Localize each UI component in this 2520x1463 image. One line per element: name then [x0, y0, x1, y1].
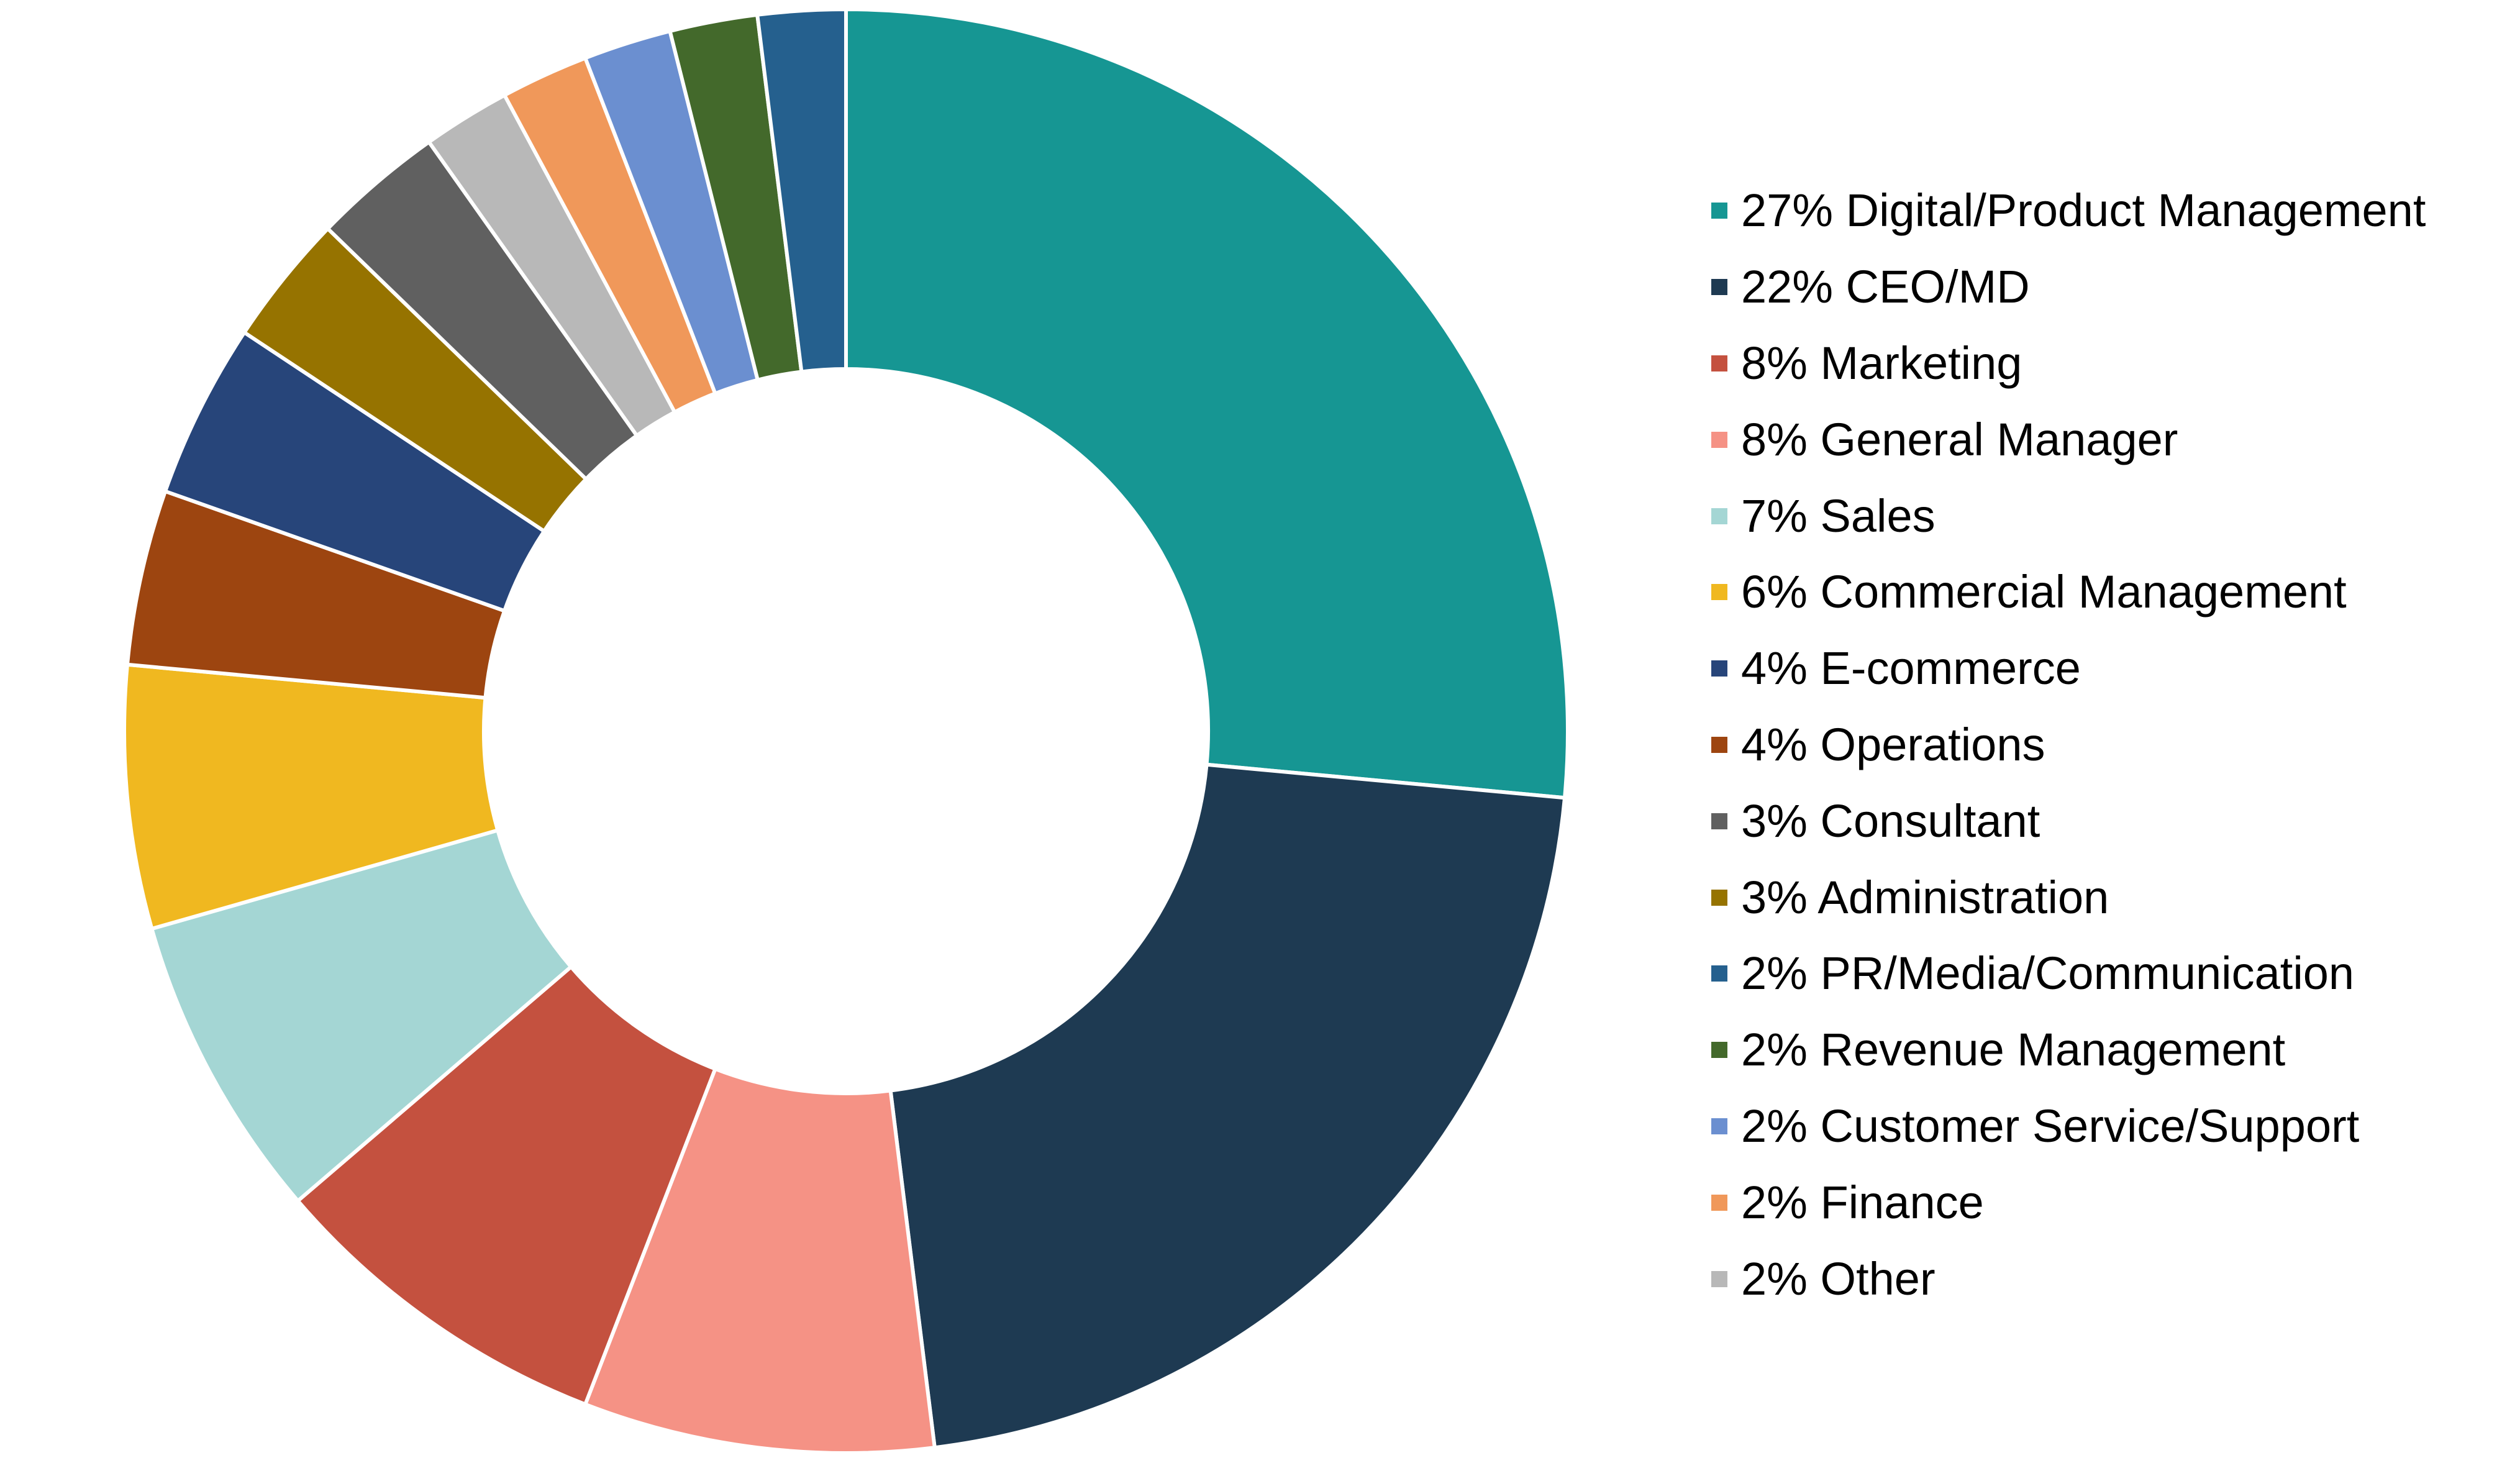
legend-swatch [1711, 584, 1727, 601]
legend-item-revenue-management: 2% Revenue Management [1711, 1012, 2426, 1088]
legend-label: 4% E-commerce [1741, 642, 2081, 695]
legend-label: 27% Digital/Product Management [1741, 185, 2426, 237]
slice-pr-media-communication [755, 7, 848, 374]
slice-commercial-management [122, 662, 500, 931]
legend-item-commercial-management: 6% Commercial Management [1711, 554, 2426, 631]
legend-item-digital-product-management: 27% Digital/Product Management [1711, 173, 2426, 249]
legend-swatch [1711, 889, 1727, 906]
legend-swatch [1711, 1118, 1727, 1134]
legend-label: 8% Marketing [1741, 337, 2022, 389]
legend-label: 4% Operations [1741, 718, 2045, 770]
legend-item-consultant: 3% Consultant [1711, 783, 2426, 859]
legend-item-other: 2% Other [1711, 1241, 2426, 1317]
legend-item-marketing: 8% Marketing [1711, 326, 2426, 402]
legend-swatch [1711, 1042, 1727, 1059]
slice-digital-product-management [844, 7, 1570, 800]
legend-label: 2% PR/Media/Communication [1741, 947, 2355, 1000]
legend-item-operations: 4% Operations [1711, 707, 2426, 783]
legend-swatch [1711, 355, 1727, 371]
legend-item-pr-media-communication: 2% PR/Media/Communication [1711, 936, 2426, 1012]
chart-legend: 27% Digital/Product Management 22% CEO/MD… [1711, 173, 2426, 1317]
slice-marketing [296, 965, 717, 1406]
slice-ceo-md [888, 762, 1567, 1450]
legend-swatch [1711, 279, 1727, 296]
legend-swatch [1711, 431, 1727, 448]
legend-label: 2% Revenue Management [1741, 1024, 2286, 1076]
legend-label: 2% Customer Service/Support [1741, 1100, 2360, 1152]
legend-swatch [1711, 203, 1727, 219]
legend-label: 6% Commercial Management [1741, 566, 2347, 618]
legend-item-sales: 7% Sales [1711, 478, 2426, 554]
legend-swatch [1711, 508, 1727, 524]
legend-label: 3% Consultant [1741, 795, 2040, 847]
slice-general-manager [583, 1067, 937, 1455]
legend-swatch [1711, 736, 1727, 753]
legend-item-finance: 2% Finance [1711, 1164, 2426, 1241]
slice-sales [150, 828, 573, 1203]
legend-item-ceo-md: 22% CEO/MD [1711, 249, 2426, 326]
legend-swatch [1711, 965, 1727, 982]
legend-swatch [1711, 1270, 1727, 1287]
legend-item-administration: 3% Administration [1711, 859, 2426, 936]
legend-label: 3% Administration [1741, 871, 2109, 923]
legend-swatch [1711, 660, 1727, 677]
legend-item-customer-service-support: 2% Customer Service/Support [1711, 1088, 2426, 1165]
legend-swatch [1711, 1194, 1727, 1211]
legend-label: 7% Sales [1741, 490, 1935, 542]
legend-label: 2% Other [1741, 1252, 1935, 1305]
legend-swatch [1711, 813, 1727, 829]
legend-label: 2% Finance [1741, 1176, 1984, 1228]
legend-label: 8% General Manager [1741, 413, 2178, 465]
legend-item-e-commerce: 4% E-commerce [1711, 631, 2426, 707]
legend-label: 22% CEO/MD [1741, 261, 2030, 313]
legend-item-general-manager: 8% General Manager [1711, 401, 2426, 478]
